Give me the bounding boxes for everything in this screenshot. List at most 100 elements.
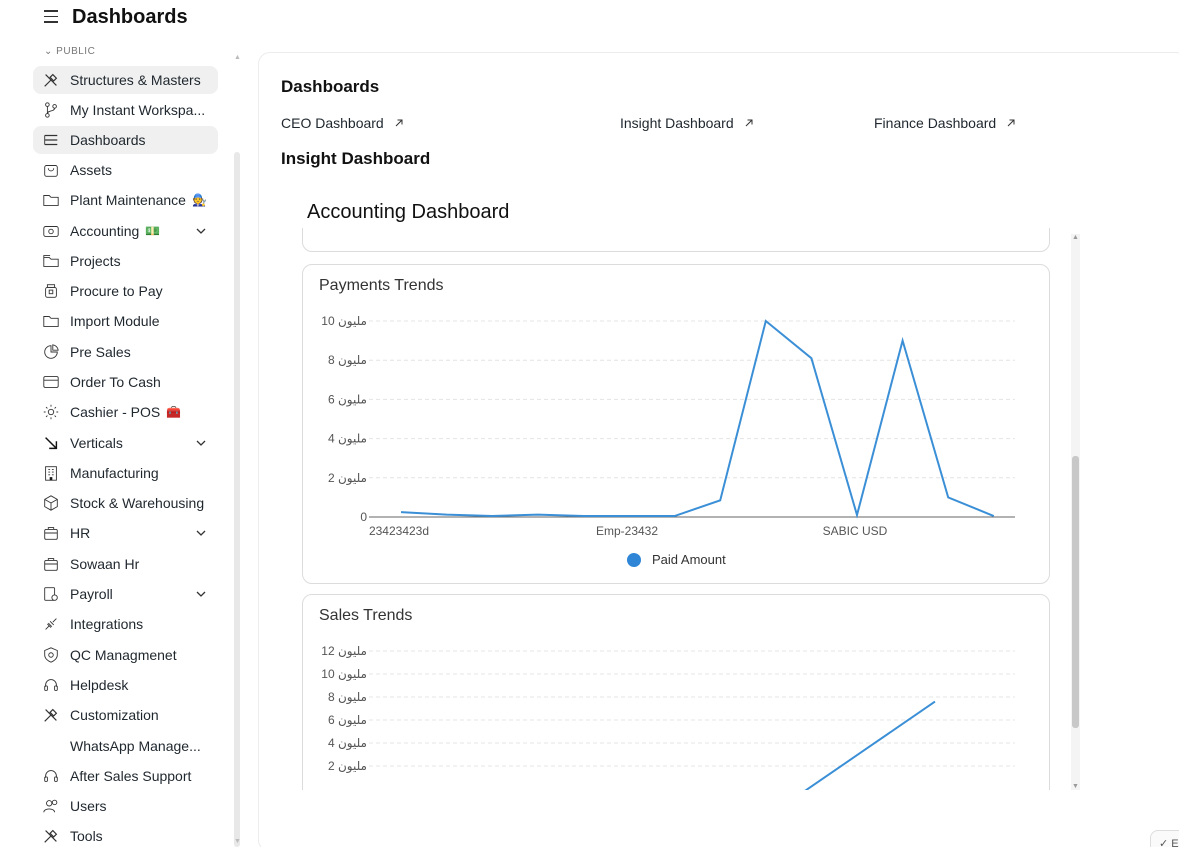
- bag-icon: [41, 160, 61, 180]
- dashboard-scrollbar[interactable]: ▲ ▼: [1071, 234, 1080, 790]
- sidebar-item-qc-managmenet[interactable]: QC Managmenet: [33, 641, 218, 669]
- sidebar-item-order-to-cash[interactable]: Order To Cash: [33, 368, 218, 396]
- emoji-icon: 🧑‍🔧: [191, 193, 207, 207]
- y-tick-label: 2 مليون: [328, 759, 367, 774]
- sidebar-item-label: Import Module: [70, 313, 160, 329]
- link-ceo-dashboard[interactable]: CEO Dashboard: [281, 115, 404, 131]
- sidebar-item-integrations[interactable]: Integrations: [33, 610, 218, 638]
- tools-icon: [41, 70, 61, 90]
- sales-trends-card: Sales Trends 2 مليون 4 مليون 6 مليون 8 مليو…: [302, 594, 1050, 790]
- sidebar-item-dashboards[interactable]: Dashboards: [33, 126, 218, 154]
- sidebar-item-label: Stock & Warehousing: [70, 495, 205, 511]
- sidebar-item-label: Projects: [70, 253, 121, 269]
- sidebar-item-verticals[interactable]: Verticals: [33, 429, 218, 457]
- y-tick-label: 8 مليون: [328, 353, 367, 368]
- arrow-down-right-icon: [41, 433, 61, 453]
- sidebar-item-label: Cashier - POS: [70, 404, 161, 420]
- y-tick-label: 12 مليون: [321, 644, 367, 659]
- sidebar-item-stock-warehousing[interactable]: Stock & Warehousing: [33, 489, 218, 517]
- sidebar-item-label: My Instant Workspa...: [70, 102, 206, 118]
- sidebar-item-import-module[interactable]: Import Module: [33, 307, 218, 335]
- x-tick-label: SABIC USD: [823, 524, 888, 538]
- sidebar-scroll-up-icon[interactable]: ▲: [234, 54, 241, 61]
- legend-label: Paid Amount: [652, 552, 726, 567]
- link-finance-dashboard[interactable]: Finance Dashboard: [874, 115, 1016, 131]
- sidebar-item-hr[interactable]: HR: [33, 519, 218, 547]
- sidebar-item-users[interactable]: Users: [33, 792, 218, 820]
- plug-icon: [41, 614, 61, 634]
- building-icon: [41, 463, 61, 483]
- tools-icon: [41, 826, 61, 846]
- payments-trends-chart: 0 2 مليون 4 مليون 6 مليون 8 مليون 10 مليون 234…: [321, 314, 1015, 567]
- list-icon: [41, 130, 61, 150]
- y-tick-label: 8 مليون: [328, 690, 367, 705]
- sidebar-item-label: Order To Cash: [70, 374, 161, 390]
- card-icon: [41, 372, 61, 392]
- sidebar-item-assets[interactable]: Assets: [33, 156, 218, 184]
- users-icon: [41, 796, 61, 816]
- chart-title: Payments Trends: [319, 277, 444, 294]
- series-line: [804, 700, 936, 790]
- blank-icon: [41, 736, 61, 756]
- chevron-down-icon[interactable]: [194, 526, 208, 540]
- sidebar-item-structures-masters[interactable]: Structures & Masters: [33, 66, 218, 94]
- sidebar-item-label: Procure to Pay: [70, 283, 163, 299]
- sidebar-item-label: Sowaan Hr: [70, 556, 140, 572]
- sidebar-item-sowaan-hr[interactable]: Sowaan Hr: [33, 550, 218, 578]
- sidebar-item-projects[interactable]: Projects: [33, 247, 218, 275]
- sidebar-item-cashier-pos[interactable]: Cashier - POS 🧰: [33, 398, 218, 426]
- scrollbar-thumb[interactable]: [1072, 456, 1079, 728]
- link-insight-dashboard[interactable]: Insight Dashboard: [620, 115, 754, 131]
- dashboard-cards-area[interactable]: Payments Trends 0 2 مليون 4 مليون 6 مليون 8 …: [300, 228, 1052, 790]
- chevron-down-icon[interactable]: [194, 587, 208, 601]
- sidebar-item-after-sales-support[interactable]: After Sales Support: [33, 762, 218, 790]
- hamburger-menu-icon[interactable]: [44, 10, 60, 26]
- sidebar-item-payroll[interactable]: Payroll: [33, 580, 218, 608]
- sidebar-item-label: Integrations: [70, 616, 144, 632]
- scroll-up-icon[interactable]: ▲: [1072, 234, 1079, 241]
- chevron-down-icon[interactable]: [194, 224, 208, 238]
- headset-icon: [41, 766, 61, 786]
- sidebar-item-tools[interactable]: Tools: [33, 822, 218, 847]
- external-link-icon: [1007, 119, 1015, 127]
- sidebar-item-customization[interactable]: Customization: [33, 701, 218, 729]
- sidebar-item-label: Customization: [70, 707, 159, 723]
- sidebar-item-my-instant-workspa[interactable]: My Instant Workspa...: [33, 96, 218, 124]
- money-icon: [41, 221, 61, 241]
- sidebar-item-pre-sales[interactable]: Pre Sales: [33, 338, 218, 366]
- sidebar-scrollbar[interactable]: [234, 152, 240, 847]
- sidebar-item-label: WhatsApp Manage...: [70, 738, 201, 754]
- scroll-down-icon[interactable]: ▼: [1072, 783, 1079, 790]
- sidebar-item-procure-to-pay[interactable]: Procure to Pay: [33, 277, 218, 305]
- y-tick-label: 10 مليون: [321, 667, 367, 682]
- sidebar-item-label: Plant Maintenance: [70, 192, 186, 208]
- chevron-down-icon[interactable]: [194, 436, 208, 450]
- sidebar-item-accounting[interactable]: Accounting 💵: [33, 217, 218, 245]
- sidebar: ⌄ PUBLIC Structures & Masters My Instant …: [0, 44, 245, 847]
- sidebar-item-label: After Sales Support: [70, 768, 192, 784]
- sidebar-item-label: Helpdesk: [70, 677, 129, 693]
- git-branch-icon: [41, 100, 61, 120]
- sidebar-scroll-down-icon[interactable]: ▼: [234, 838, 241, 845]
- emoji-icon: 💵: [145, 224, 161, 238]
- sidebar-item-whatsapp-manage[interactable]: WhatsApp Manage...: [33, 732, 218, 760]
- box-icon: [41, 493, 61, 513]
- tools-icon: [41, 705, 61, 725]
- app-title: Dashboards: [72, 6, 188, 28]
- sidebar-item-label: Assets: [70, 162, 113, 178]
- sidebar-item-label: Users: [70, 798, 107, 814]
- insight-dashboard-heading: Insight Dashboard: [281, 149, 431, 168]
- sidebar-item-manufacturing[interactable]: Manufacturing: [33, 459, 218, 487]
- sidebar-item-plant-maintenance[interactable]: Plant Maintenance 🧑‍🔧: [33, 186, 218, 214]
- folder-icon: [41, 190, 61, 210]
- corner-button[interactable]: ✓ E: [1150, 830, 1179, 847]
- sidebar-item-helpdesk[interactable]: Helpdesk: [33, 671, 218, 699]
- headset-icon: [41, 675, 61, 695]
- y-tick-label: 0: [360, 510, 367, 524]
- external-link-icon: [395, 119, 403, 127]
- folder-icon: [41, 311, 61, 331]
- sidebar-item-label: Manufacturing: [70, 465, 159, 481]
- sidebar-item-label: Tools: [70, 828, 103, 844]
- sidebar-item-label: Accounting: [70, 223, 140, 239]
- chart-title: Sales Trends: [319, 607, 413, 624]
